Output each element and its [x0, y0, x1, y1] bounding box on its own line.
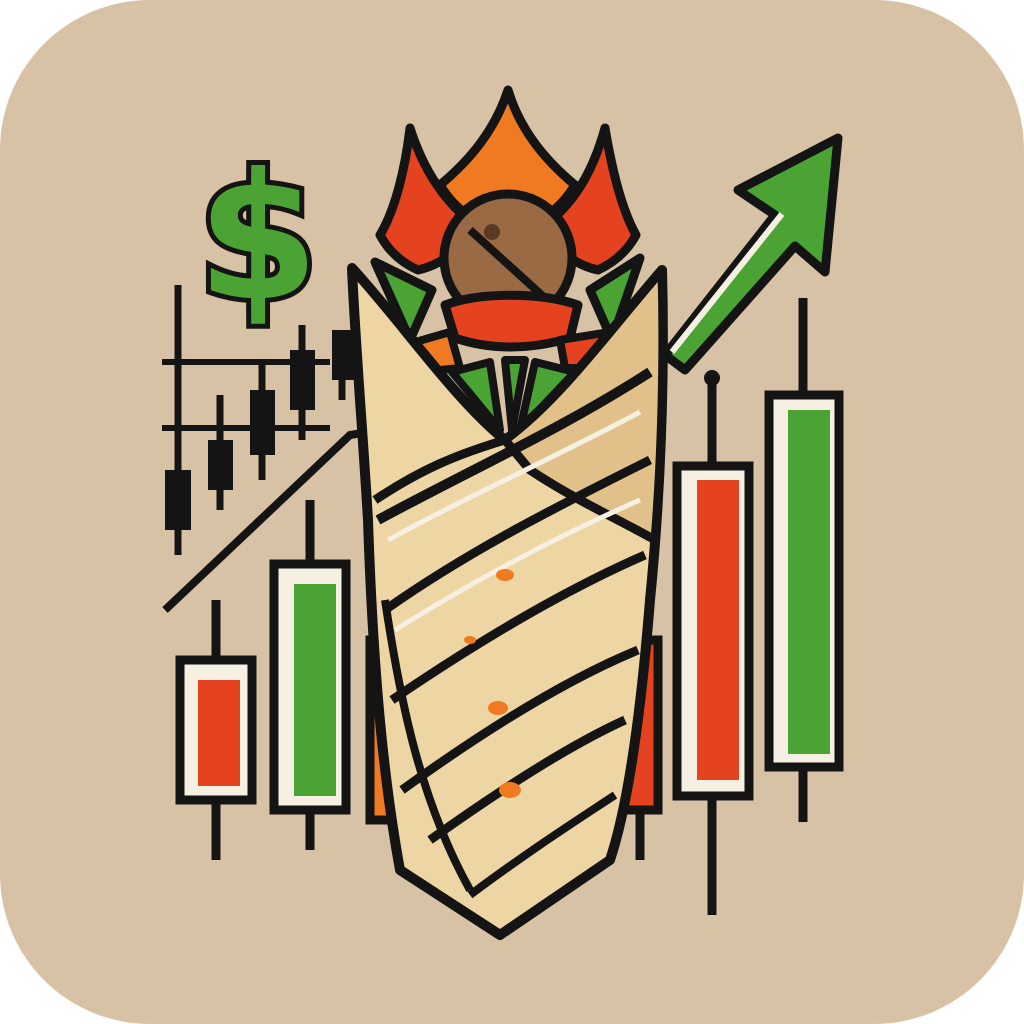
wrap-stripes: [372, 367, 653, 899]
candle-green-left: [269, 500, 351, 850]
grill-marks: [464, 569, 521, 798]
wrap-sandwich-icon: [347, 85, 668, 940]
filling-top: [370, 85, 645, 434]
dollar-sign: $: [197, 137, 319, 340]
candle-red-left: [175, 600, 257, 860]
candlestick-chart-icon: [162, 285, 354, 555]
dollar-sign-icon: $: [192, 132, 324, 345]
candlestick-bars: [175, 298, 844, 915]
candle-green-right: [764, 298, 844, 822]
candle-red-right: [672, 370, 754, 915]
